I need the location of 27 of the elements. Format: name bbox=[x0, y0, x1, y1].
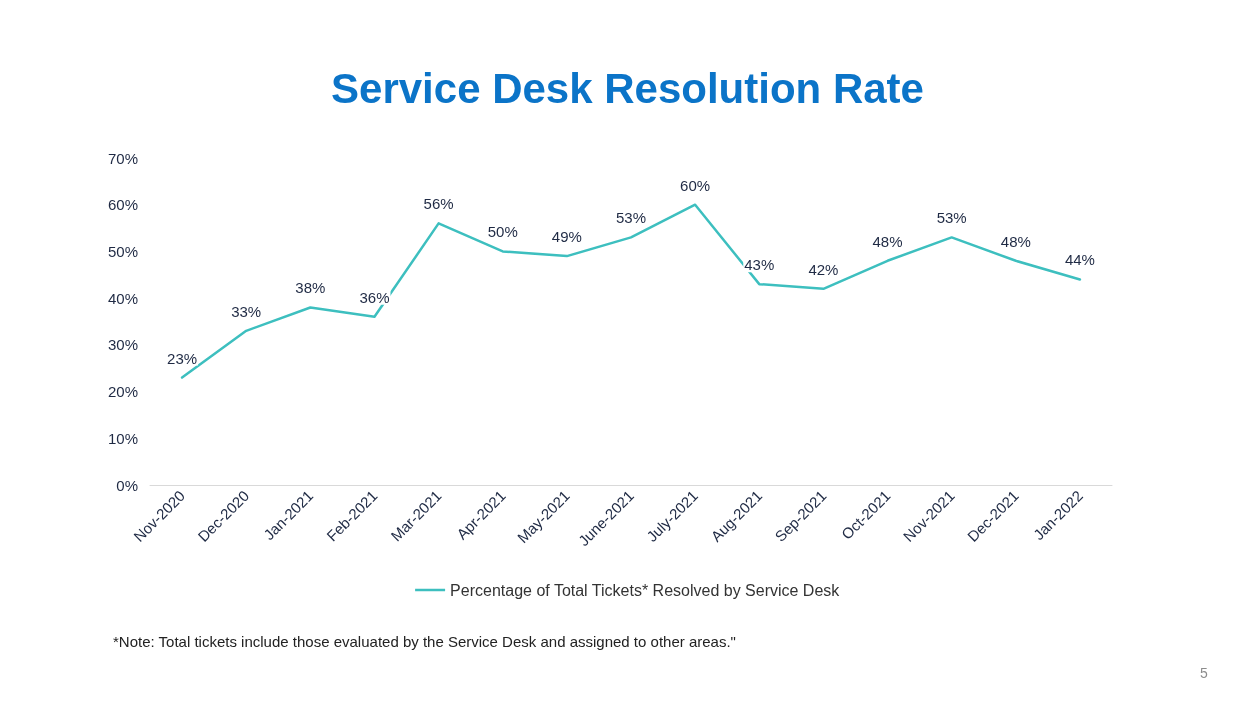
data-label: 48% bbox=[872, 232, 903, 250]
chart-title: Service Desk Resolution Rate bbox=[331, 64, 924, 112]
y-tick-label: 40% bbox=[107, 289, 138, 307]
y-tick-label: 50% bbox=[107, 242, 138, 260]
y-tick-label: 60% bbox=[107, 196, 138, 214]
data-label: 44% bbox=[1064, 251, 1095, 269]
data-label: 48% bbox=[1000, 232, 1031, 250]
data-label: 60% bbox=[680, 176, 711, 194]
data-label: 43% bbox=[744, 256, 775, 274]
data-label: 49% bbox=[551, 228, 582, 246]
data-label: 53% bbox=[615, 209, 647, 227]
data-label: 38% bbox=[295, 279, 326, 297]
data-label: 42% bbox=[808, 260, 839, 278]
data-label: 53% bbox=[936, 209, 967, 227]
data-label: 56% bbox=[423, 195, 454, 213]
y-tick-label: 20% bbox=[107, 383, 138, 401]
data-label: 23% bbox=[167, 349, 198, 367]
data-label: 33% bbox=[231, 302, 262, 320]
y-tick-label: 0% bbox=[116, 476, 138, 494]
y-tick-label: 30% bbox=[107, 336, 138, 354]
y-tick-label: 70% bbox=[107, 149, 138, 167]
text: 5 bbox=[1200, 665, 1208, 681]
legend-label: Percentage of Total Tickets* Resolved by Service Desk bbox=[450, 581, 841, 599]
y-tick-label: 10% bbox=[107, 429, 138, 447]
data-label: 50% bbox=[487, 223, 518, 241]
data-label: 36% bbox=[359, 288, 390, 306]
text: *Note: Total tickets include those evaluated by the Service Desk and assigned to other areas." bbox=[113, 633, 736, 650]
